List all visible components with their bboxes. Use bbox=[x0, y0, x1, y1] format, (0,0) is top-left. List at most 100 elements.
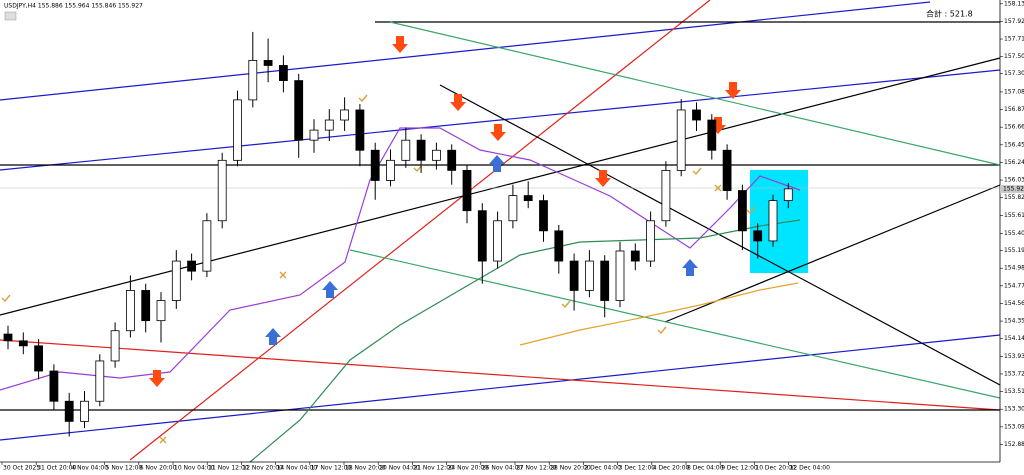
chart-title: USDJPY,H4 155.886 155.964 155.846 155.92… bbox=[4, 3, 143, 10]
buy-arrows bbox=[265, 155, 698, 345]
candle-body bbox=[676, 109, 686, 171]
y-tick-label: 155.195 bbox=[1004, 247, 1024, 254]
candle-body bbox=[386, 159, 395, 181]
candle-body bbox=[554, 230, 564, 262]
candle-body bbox=[3, 333, 13, 342]
down-arrow bbox=[595, 170, 611, 187]
candle-body bbox=[738, 190, 747, 232]
y-tick-label: 156.035 bbox=[1004, 177, 1024, 184]
candle-body bbox=[539, 200, 548, 232]
x-tick-label: 20 Nov 04:00 bbox=[379, 465, 420, 472]
current-price-box bbox=[1000, 185, 1024, 194]
down-arrow bbox=[725, 82, 741, 99]
candle-body bbox=[615, 250, 625, 301]
candle-body bbox=[569, 260, 579, 291]
candle-body bbox=[401, 139, 411, 161]
y-tick-label: 153.515 bbox=[1004, 388, 1024, 395]
candle-body bbox=[447, 149, 457, 171]
x-tick-label: 11 Nov 12:00 bbox=[208, 465, 249, 472]
y-tick-label: 155.400 bbox=[1004, 230, 1024, 237]
y-tick-label: 157.085 bbox=[1004, 88, 1024, 95]
down-arrow bbox=[490, 124, 506, 141]
x-tick-label: 12 Dec 04:00 bbox=[790, 465, 831, 472]
candle-body bbox=[248, 60, 258, 101]
y-tick-label: 154.985 bbox=[1004, 265, 1024, 272]
candle-body bbox=[64, 400, 74, 422]
y-tick-label: 156.455 bbox=[1004, 141, 1024, 148]
x-tick-label: 10 Nov 04:00 bbox=[174, 465, 215, 472]
candle-body bbox=[477, 210, 487, 262]
candle-body bbox=[278, 65, 288, 81]
x-tick-label: 12 Nov 20:00 bbox=[242, 465, 283, 472]
panel-button[interactable] bbox=[4, 11, 17, 21]
trendline bbox=[664, 184, 1001, 323]
candle-body bbox=[80, 400, 89, 422]
y-tick-label: 153.935 bbox=[1004, 353, 1024, 360]
candle-body bbox=[18, 340, 28, 347]
candle-body bbox=[110, 330, 120, 362]
cross bbox=[159, 436, 167, 444]
moving-average bbox=[519, 282, 799, 346]
sell-arrows bbox=[149, 36, 741, 387]
cross bbox=[279, 271, 287, 279]
candle-body bbox=[34, 345, 43, 372]
x-tick-label: 18 Nov 20:00 bbox=[345, 465, 386, 472]
x-tick-label: 10 Dec 20:00 bbox=[755, 465, 796, 472]
y-tick-label: 154.355 bbox=[1004, 318, 1024, 325]
candle-body bbox=[462, 170, 472, 212]
y-tick-label: 156.875 bbox=[1004, 106, 1024, 113]
up-arrow bbox=[265, 328, 281, 345]
x-tick-label: 2 Dec 04:00 bbox=[584, 465, 621, 472]
candle-body bbox=[95, 360, 105, 402]
candle-body bbox=[722, 149, 732, 191]
y-tick-label: 153.725 bbox=[1004, 370, 1024, 377]
x-tick-label: 3 Dec 12:00 bbox=[619, 465, 656, 472]
y-tick-label: 157.305 bbox=[1004, 70, 1024, 77]
candle-body bbox=[783, 188, 793, 202]
down-arrow bbox=[392, 36, 408, 53]
trendline bbox=[0, 334, 1001, 441]
candle-body bbox=[324, 119, 334, 131]
check bbox=[1, 294, 11, 303]
x-tick-label: 17 Nov 12:00 bbox=[311, 465, 352, 472]
x-tick-label: 21 Nov 12:00 bbox=[413, 465, 454, 472]
candle-body bbox=[171, 260, 181, 301]
candle-body bbox=[263, 60, 273, 66]
x-tick-label: 9 Dec 12:00 bbox=[721, 465, 758, 472]
candle-body bbox=[600, 260, 610, 301]
candle-body bbox=[661, 170, 671, 222]
y-tick-label: 155.615 bbox=[1004, 212, 1024, 219]
candle-body bbox=[294, 80, 304, 141]
trendlines bbox=[0, 0, 1001, 463]
candle-body bbox=[126, 290, 135, 332]
trendline bbox=[0, 69, 1001, 171]
trendline bbox=[0, 339, 1001, 411]
candle-body bbox=[585, 260, 594, 291]
y-tick-label: 156.245 bbox=[1004, 159, 1024, 166]
up-arrow bbox=[682, 259, 698, 276]
candle-body bbox=[768, 200, 778, 242]
x-tick-label: 4 Nov 04:00 bbox=[71, 465, 108, 472]
check bbox=[561, 300, 571, 309]
moving-average bbox=[249, 219, 801, 463]
y-tick-label: 156.665 bbox=[1004, 124, 1024, 131]
x-tick-label: 8 Dec 04:00 bbox=[687, 465, 724, 472]
highlight-box bbox=[750, 170, 808, 273]
down-arrow bbox=[450, 94, 466, 111]
up-arrow bbox=[489, 155, 505, 172]
down-arrow bbox=[149, 370, 165, 387]
candle-body bbox=[187, 260, 197, 272]
candle-body bbox=[202, 220, 212, 272]
trendline bbox=[129, 0, 711, 461]
candle-body bbox=[416, 139, 426, 161]
candle-body bbox=[340, 109, 350, 121]
y-tick-label: 154.145 bbox=[1004, 335, 1024, 342]
x-tick-label: 30 Oct 2025 bbox=[3, 465, 40, 472]
candle-body bbox=[523, 195, 533, 202]
x-tick-label: 24 Nov 20:00 bbox=[448, 465, 489, 472]
x-tick-label: 5 Nov 12:00 bbox=[106, 465, 143, 472]
candle-body bbox=[646, 220, 655, 262]
annotation: 合計 : 521.8 bbox=[926, 9, 973, 19]
y-tick-label: 157.505 bbox=[1004, 53, 1024, 60]
